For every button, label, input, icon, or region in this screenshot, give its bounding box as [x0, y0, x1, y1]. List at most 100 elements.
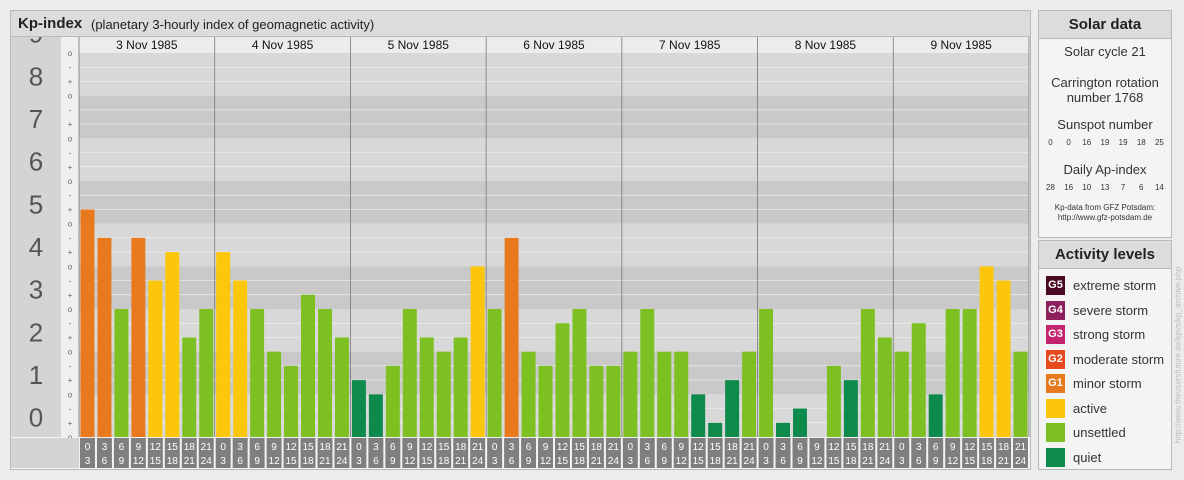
ap-value: 14	[1154, 183, 1164, 192]
time-interval-box	[300, 438, 316, 468]
chart-title-bar: Kp-index (planetary 3-hourly index of ge…	[11, 11, 1030, 37]
interval-end-label: 24	[336, 456, 348, 467]
interval-end-label: 24	[472, 456, 484, 467]
interval-end-label: 12	[269, 456, 281, 467]
sunspot-value: 18	[1136, 138, 1146, 147]
time-interval-box	[317, 438, 333, 468]
time-interval-box	[690, 438, 706, 468]
time-interval-box	[385, 438, 401, 468]
interval-start-label: 9	[543, 442, 549, 453]
kp-band	[79, 181, 1029, 224]
time-interval-box	[266, 438, 282, 468]
time-interval-box	[538, 438, 553, 468]
interval-start-label: 12	[150, 442, 162, 453]
kp-band	[79, 223, 1029, 267]
time-interval-box	[945, 438, 961, 468]
interval-end-label: 18	[167, 456, 179, 467]
time-interval-box	[928, 438, 944, 468]
interval-end-label: 3	[492, 456, 498, 467]
day-label: 7 Nov 1985	[659, 38, 721, 52]
ap-value: 6	[1139, 183, 1144, 192]
legend-swatch: G3	[1046, 325, 1065, 344]
time-interval-box	[351, 438, 367, 468]
interval-end-label: 15	[964, 456, 976, 467]
interval-start-label: 21	[744, 442, 756, 453]
interval-end-label: 9	[390, 456, 396, 467]
ap-value: 13	[1100, 183, 1110, 192]
kp-bar	[826, 365, 841, 437]
kp-bar	[708, 422, 723, 437]
kp-bar	[419, 337, 434, 437]
y-axis-column	[11, 37, 61, 437]
minor-tick-label: o	[68, 390, 73, 399]
watermark-text: http://www.theusersfuture.de/kpvs/kp_arc…	[1173, 266, 1183, 444]
time-interval-box	[453, 438, 469, 468]
kp-bar	[250, 309, 265, 437]
sunspot-value: 16	[1082, 138, 1092, 147]
solar-data-panel: Solar data Solar cycle 21 Carrington rot…	[1038, 10, 1172, 238]
interval-start-label: 0	[763, 442, 769, 453]
kp-bar	[894, 351, 909, 437]
time-interval-box	[368, 438, 384, 468]
interval-end-label: 3	[628, 456, 634, 467]
interval-end-label: 21	[455, 456, 467, 467]
interval-start-label: 9	[136, 442, 142, 453]
interval-end-label: 15	[285, 456, 297, 467]
legend-swatch: G4	[1046, 300, 1065, 320]
minor-tick-label: -	[69, 63, 72, 72]
interval-start-label: 18	[998, 442, 1010, 453]
kp-bar	[759, 309, 774, 437]
interval-end-label: 15	[421, 456, 433, 467]
interval-end-label: 21	[319, 456, 331, 467]
interval-end-label: 12	[811, 456, 823, 467]
credit-link[interactable]: http://www.gfz-potsdam.de	[1057, 213, 1153, 222]
interval-start-label: 6	[933, 442, 939, 453]
time-interval-box	[571, 438, 587, 468]
kp-bar	[80, 209, 95, 437]
time-interval-box	[860, 438, 876, 468]
interval-start-label: 15	[438, 442, 450, 453]
interval-end-label: 6	[373, 456, 379, 467]
ap-value: 16	[1064, 183, 1074, 192]
legend-swatch	[1046, 398, 1065, 418]
time-interval-box	[419, 438, 435, 468]
interval-end-label: 21	[727, 456, 739, 467]
y-tick-label: 3	[29, 275, 43, 305]
time-interval-box	[894, 438, 910, 468]
minor-tick-column	[61, 37, 79, 437]
legend-swatch: G2	[1046, 349, 1065, 369]
interval-start-label: 15	[981, 442, 993, 453]
interval-start-label: 18	[727, 442, 739, 453]
minor-tick-label: +	[68, 248, 73, 257]
interval-end-label: 18	[438, 456, 450, 467]
time-interval-box	[334, 438, 350, 468]
time-interval-box	[283, 438, 299, 468]
minor-tick-label: +	[68, 163, 73, 172]
time-interval-box	[504, 438, 520, 468]
interval-start-label: 18	[184, 442, 196, 453]
y-tick-label: 7	[29, 104, 43, 134]
interval-end-label: 12	[404, 456, 416, 467]
ap-value: 28	[1046, 183, 1055, 192]
kp-bar	[742, 351, 757, 437]
y-tick-label: 4	[29, 232, 43, 262]
interval-end-label: 21	[998, 456, 1010, 467]
interval-end-label: 3	[899, 456, 905, 467]
interval-start-label: 3	[102, 442, 108, 453]
kp-bar	[131, 237, 146, 437]
minor-tick-label: o	[68, 262, 73, 271]
kp-bar	[318, 309, 332, 437]
interval-end-label: 9	[933, 456, 939, 467]
legend-label: unsettled	[1073, 425, 1126, 440]
interval-start-label: 12	[557, 442, 569, 453]
interval-start-label: 12	[828, 442, 840, 453]
kp-chart-panel: 0123456789o+-o+-o+-o+-o+-o+-o+-o+-o+-o3 …	[10, 10, 1031, 470]
minor-tick-label: -	[69, 319, 72, 328]
minor-tick-label: o	[68, 92, 73, 101]
interval-end-label: 18	[302, 456, 314, 467]
interval-start-label: 12	[285, 442, 297, 453]
interval-end-label: 15	[557, 456, 569, 467]
kp-bar	[470, 266, 485, 437]
interval-start-label: 3	[780, 442, 786, 453]
kp-band	[79, 95, 1029, 139]
